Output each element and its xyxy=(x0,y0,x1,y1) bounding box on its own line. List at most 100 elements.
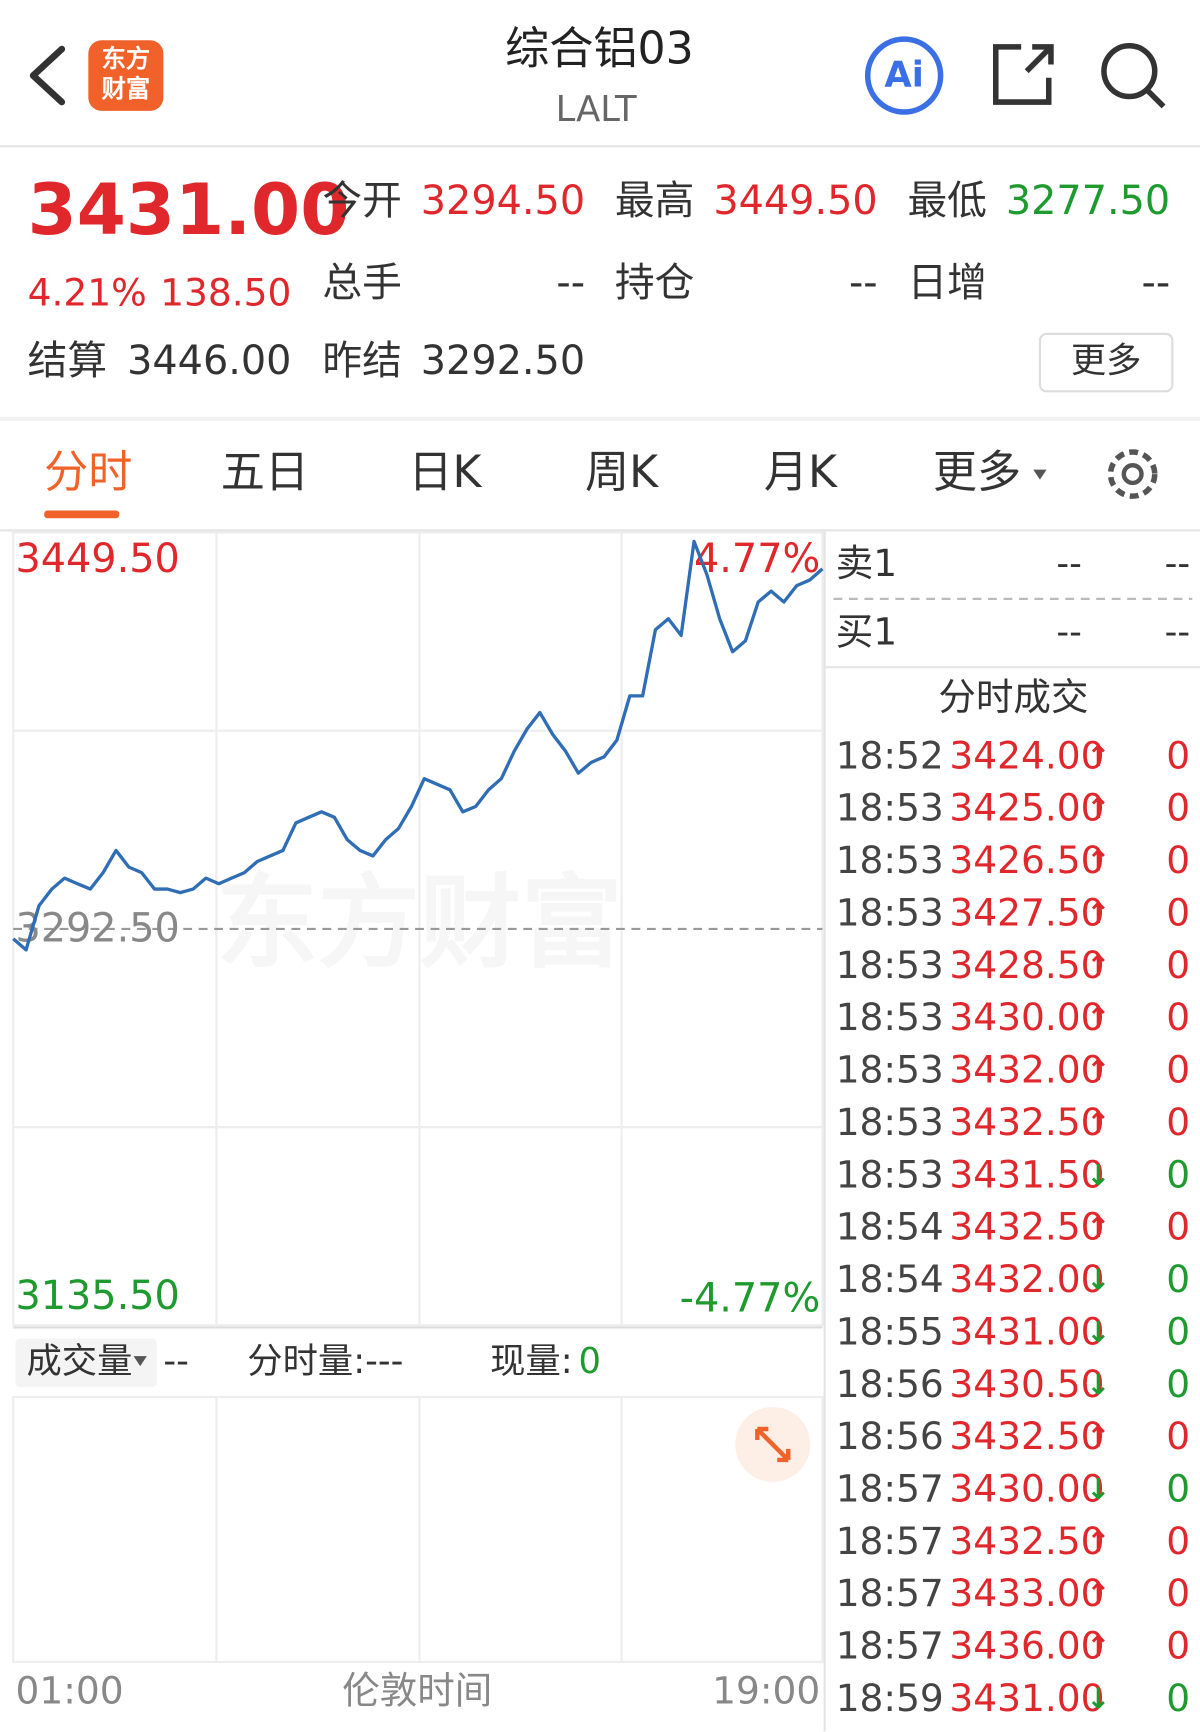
search-button[interactable] xyxy=(1101,43,1158,100)
trade-price: 3432.50 xyxy=(949,1414,1104,1458)
logo xyxy=(88,40,164,111)
trade-arrow: ↑ xyxy=(1086,1577,1110,1611)
trade-price: 3428.50 xyxy=(949,943,1104,987)
prev-settle-value: 3292.50 xyxy=(421,338,585,384)
price: 3431.00 xyxy=(28,168,350,251)
trade-arrow: ↑ xyxy=(1086,948,1110,982)
trade-time: 18:53 xyxy=(836,838,944,882)
tab[interactable]: 更多 xyxy=(933,447,1021,498)
gear xyxy=(1107,449,1158,499)
search-handle xyxy=(1146,89,1166,109)
field-value: -- xyxy=(849,260,878,306)
change: 138.50 xyxy=(160,271,291,315)
trade-price: 3427.50 xyxy=(949,890,1104,934)
tab[interactable]: 分时 xyxy=(44,447,132,498)
field-value: 3449.50 xyxy=(713,178,877,224)
trade-volume: 0 xyxy=(1166,1205,1190,1249)
trade-price: 3430.00 xyxy=(949,995,1104,1039)
tab[interactable]: 月K xyxy=(764,447,838,498)
more-text: 更多 xyxy=(1071,341,1142,382)
trade-arrow: ↑ xyxy=(1086,1210,1110,1244)
now-volume-value: 0 xyxy=(578,1341,600,1382)
orderbook-volume: -- xyxy=(1165,612,1190,653)
settings-icon[interactable] xyxy=(1107,449,1158,499)
trade-volume: 0 xyxy=(1166,943,1190,987)
field-value: -- xyxy=(556,260,585,306)
trade-price: 3432.50 xyxy=(949,1519,1104,1563)
share-button[interactable] xyxy=(993,44,1054,105)
volume-label: 成交量 xyxy=(26,1341,132,1382)
pct-label: -4.77% xyxy=(680,1275,821,1321)
field-label: 持仓 xyxy=(615,260,694,306)
trade-arrow: ↑ xyxy=(1086,1053,1110,1087)
trade-arrow: ↑ xyxy=(1086,1001,1110,1035)
trade-price: 3431.00 xyxy=(949,1676,1104,1720)
trade-arrow: ↑ xyxy=(1086,1105,1110,1139)
tab[interactable]: 日K xyxy=(408,447,482,498)
expand-icon xyxy=(755,1426,791,1463)
trade-price: 3425.00 xyxy=(949,786,1104,830)
title: 综合铝03 xyxy=(505,23,694,74)
trade-volume: 0 xyxy=(1166,1414,1190,1458)
field-value: 3277.50 xyxy=(1006,178,1170,224)
trade-time: 18:56 xyxy=(836,1414,944,1458)
trade-volume: 0 xyxy=(1166,1571,1190,1615)
back-button[interactable] xyxy=(29,45,66,106)
trade-time: 18:56 xyxy=(836,1362,944,1406)
trade-time: 18:54 xyxy=(836,1257,944,1301)
ai-button[interactable] xyxy=(864,36,944,115)
trade-volume: 0 xyxy=(1166,1309,1190,1353)
volume-value: -- xyxy=(163,1341,188,1382)
trade-price: 3426.50 xyxy=(949,838,1104,882)
logo-text: 财富 xyxy=(102,74,151,103)
field-label: 日增 xyxy=(907,260,986,306)
trade-time: 18:53 xyxy=(836,943,944,987)
trade-volume: 0 xyxy=(1166,1100,1190,1144)
trade-arrow: ↓ xyxy=(1086,1263,1110,1297)
change-pct: 4.21% xyxy=(28,271,147,315)
trade-price: 3432.00 xyxy=(949,1257,1104,1301)
trade-price: 3424.00 xyxy=(949,733,1104,777)
trade-volume: 0 xyxy=(1166,733,1190,777)
now-volume-label: 现量: xyxy=(490,1341,573,1382)
y-tick-label: 3135.50 xyxy=(15,1273,179,1319)
trade-volume: 0 xyxy=(1166,890,1190,934)
orderbook-label: 买1 xyxy=(836,610,897,654)
trade-arrow: ↑ xyxy=(1086,739,1110,773)
trade-volume: 0 xyxy=(1166,1048,1190,1092)
trade-time: 18:53 xyxy=(836,890,944,934)
trade-time: 18:59 xyxy=(836,1676,944,1720)
trade-volume: 0 xyxy=(1166,1676,1190,1720)
trade-arrow: ↓ xyxy=(1086,1315,1110,1349)
gear-center xyxy=(1121,463,1144,486)
settle-value: 3446.00 xyxy=(127,338,291,384)
x-tick-label: 19:00 xyxy=(712,1668,820,1712)
dropdown-arrow xyxy=(133,1356,147,1367)
price-line xyxy=(12,539,824,952)
trade-volume: 0 xyxy=(1166,995,1190,1039)
pct-label: 4.77% xyxy=(694,536,820,582)
x-tick-label: 01:00 xyxy=(15,1668,123,1712)
dropdown-arrow xyxy=(1033,469,1047,480)
trade-arrow: ↑ xyxy=(1086,1629,1110,1663)
trade-time: 18:55 xyxy=(836,1309,944,1353)
trade-time: 18:57 xyxy=(836,1624,944,1668)
tab[interactable]: 五日 xyxy=(221,447,309,498)
field-label: 总手 xyxy=(322,260,401,306)
y-tick-label: 3292.50 xyxy=(15,906,179,952)
ai-icon: Ai xyxy=(884,55,923,96)
trade-time: 18:53 xyxy=(836,786,944,830)
orderbook-label: 卖1 xyxy=(836,541,897,585)
orderbook-price: -- xyxy=(1056,612,1081,653)
trade-arrow: ↓ xyxy=(1086,1158,1110,1192)
tab[interactable]: 周K xyxy=(585,447,659,498)
volume-selector[interactable] xyxy=(15,1338,157,1388)
more-button[interactable] xyxy=(1038,332,1174,393)
trade-price: 3432.50 xyxy=(949,1100,1104,1144)
trade-time: 18:52 xyxy=(836,733,944,777)
trade-time: 18:57 xyxy=(836,1519,944,1563)
trade-volume: 0 xyxy=(1166,1467,1190,1511)
trade-price: 3430.00 xyxy=(949,1467,1104,1511)
